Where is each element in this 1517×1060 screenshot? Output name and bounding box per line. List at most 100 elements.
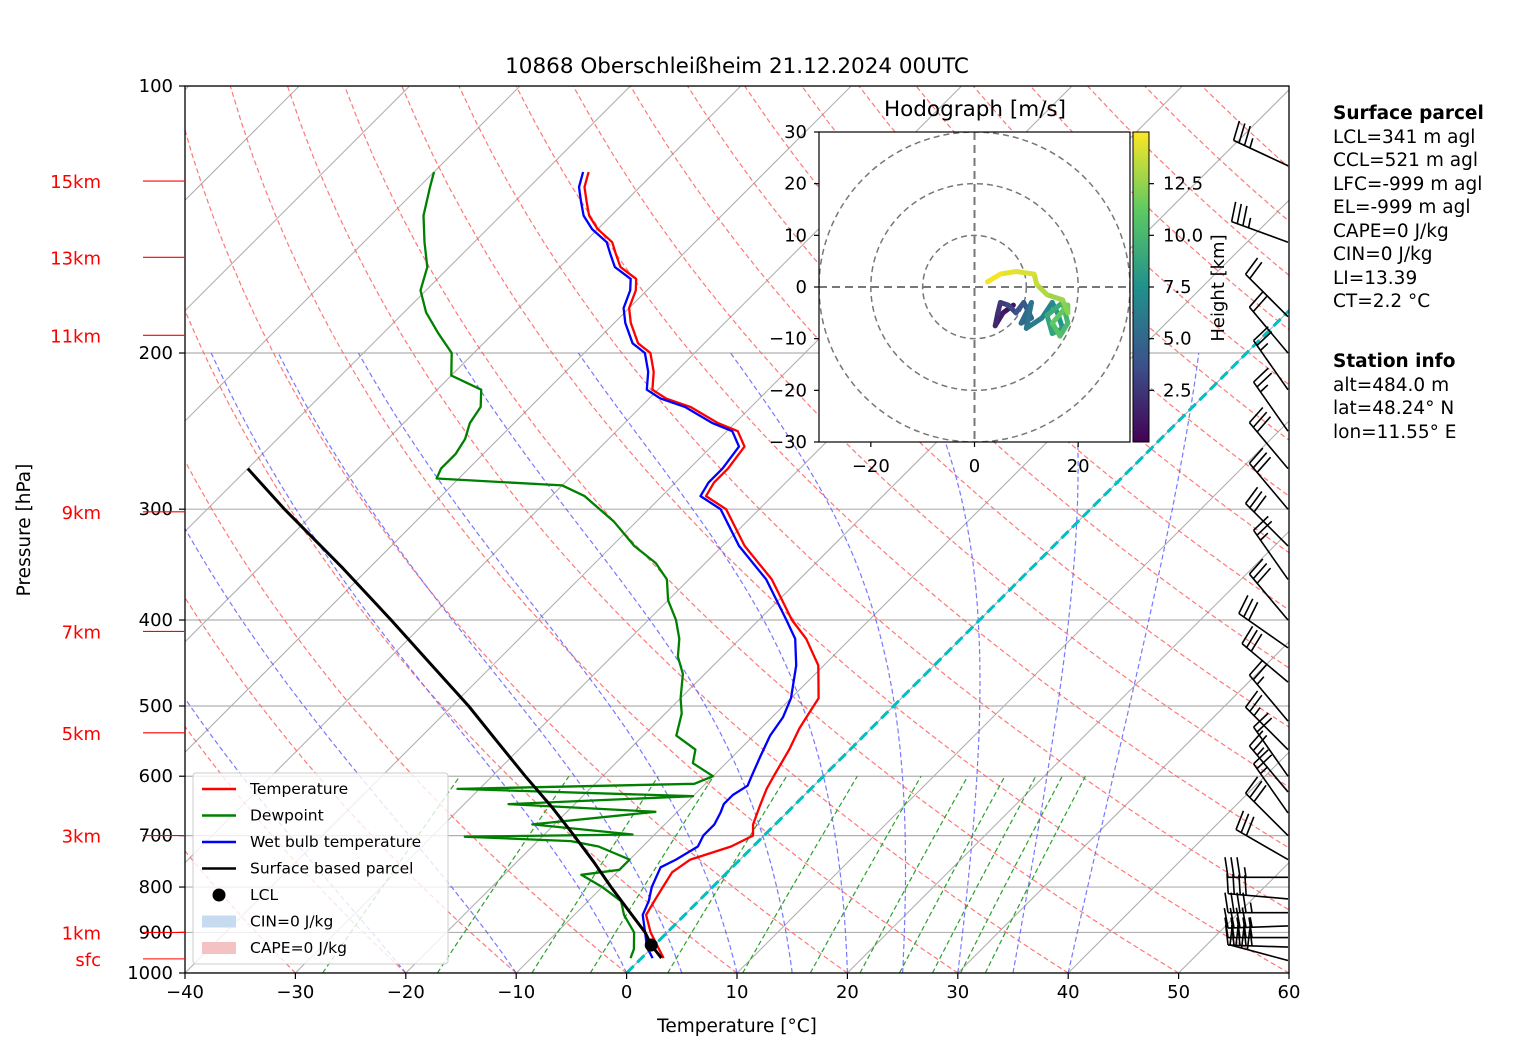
colorbar-tick-label: 12.5 xyxy=(1163,174,1203,195)
height-label: sfc xyxy=(75,950,101,971)
barb-flag xyxy=(1253,515,1269,531)
station-lat: lat=48.24° N xyxy=(1333,398,1455,419)
barb-flag xyxy=(1253,367,1269,383)
dry-adiabat xyxy=(915,86,1289,441)
wind-barb xyxy=(1252,367,1289,432)
legend-label: Wet bulb temperature xyxy=(250,833,421,851)
legend-item: Surface based parcel xyxy=(202,860,413,878)
height-label: 11km xyxy=(50,326,101,347)
legend-label: CIN=0 J/kg xyxy=(250,913,333,931)
dry-adiabat xyxy=(858,86,1289,497)
wind-barb xyxy=(1252,515,1289,580)
dry-adiabat xyxy=(185,596,517,973)
isotherm xyxy=(185,86,631,533)
moist-adiabat xyxy=(577,352,848,973)
hodograph-trace xyxy=(984,269,1071,339)
wind-barb xyxy=(1238,595,1289,649)
barb-flag xyxy=(1224,892,1229,913)
barb-flag xyxy=(1247,217,1252,228)
barb-flag xyxy=(1256,754,1273,770)
y-tick-label: 300 xyxy=(139,499,173,520)
barb-flag xyxy=(1253,784,1267,803)
hodograph-inset: −20 0 20 30 20 10 0 −10 −20 −30 Hodograph [m/s] 2… xyxy=(769,97,1229,477)
barb-flag xyxy=(1238,595,1249,614)
hodograph-ring xyxy=(921,234,1028,340)
barb-flag xyxy=(1235,907,1241,928)
wind-barb xyxy=(1244,776,1289,837)
wind-barb xyxy=(1244,486,1289,547)
hodograph-y-label: −10 xyxy=(769,329,807,350)
barb-flag xyxy=(1244,776,1259,794)
x-tick-label: 60 xyxy=(1278,982,1301,1003)
station-lon: lon=11.55° E xyxy=(1333,421,1457,443)
barb-flag xyxy=(1253,712,1269,728)
barb-flag xyxy=(1243,125,1251,146)
mixing-ratio-line xyxy=(531,775,659,973)
barb-staff xyxy=(1245,792,1289,837)
x-tick-label: −20 xyxy=(387,982,425,1003)
moist-adiabat xyxy=(455,352,793,973)
barb-staff xyxy=(1235,828,1289,861)
x-tick-label: 0 xyxy=(621,982,632,1003)
y-tick-label: 100 xyxy=(139,76,173,97)
barb-flag xyxy=(1248,291,1264,308)
hodograph-segment xyxy=(1044,292,1066,303)
colorbar-ticks: 2.5 5.0 7.5 10.0 12.5 xyxy=(1149,174,1203,401)
isotherm xyxy=(736,420,1289,973)
barb-flag xyxy=(1252,411,1268,428)
barb-staff xyxy=(1248,573,1289,621)
barb-flag xyxy=(1230,201,1237,222)
barb-flag xyxy=(1248,730,1264,747)
mixing-ratio-line xyxy=(960,775,1063,973)
barb-flag xyxy=(1248,558,1264,575)
wind-barb xyxy=(1244,690,1289,751)
colorbar-label: Height [km] xyxy=(1208,234,1229,341)
wet-bulb-line xyxy=(577,171,798,959)
height-label: 5km xyxy=(62,724,101,745)
parcel-li: LI=13.39 xyxy=(1333,267,1418,289)
barb-staff xyxy=(1228,892,1289,900)
barb-flag xyxy=(1247,601,1259,621)
chart-title: 10868 Oberschleißheim 21.12.2024 00UTC xyxy=(505,54,969,79)
x-tick-label: 50 xyxy=(1167,982,1190,1003)
height-label: 13km xyxy=(50,248,101,269)
hodograph-segment xyxy=(984,271,1003,285)
barb-staff xyxy=(1252,763,1289,814)
mixing-ratio-line xyxy=(589,775,715,973)
isotherm xyxy=(957,641,1289,973)
isotherm xyxy=(626,309,1289,973)
barb-staff xyxy=(1233,139,1289,167)
barb-flag xyxy=(1249,917,1253,928)
isotherm xyxy=(515,199,1289,973)
isotherm xyxy=(185,86,852,753)
wind-barb xyxy=(1248,406,1289,470)
hodograph-y-label: −30 xyxy=(769,432,807,453)
surface-parcel-panel: Surface parcel LCL=341 m agl CCL=521 m a… xyxy=(1333,102,1484,314)
hodograph-segment xyxy=(1044,312,1055,336)
legend-label: Surface based parcel xyxy=(250,860,413,878)
station-info-panel: Station info alt=484.0 m lat=48.24° N lo… xyxy=(1333,350,1456,444)
x-axis-label: Temperature [°C] xyxy=(656,1016,817,1037)
hodograph-segment xyxy=(1049,320,1063,339)
y-axis-label: Pressure [hPa] xyxy=(14,464,35,597)
barb-flag xyxy=(1245,629,1258,648)
legend-box xyxy=(192,772,449,965)
hodograph-y-label: 30 xyxy=(784,122,807,143)
height-label: 3km xyxy=(62,827,101,848)
barb-flag xyxy=(1249,780,1263,798)
hodograph-x-label: −20 xyxy=(852,456,890,477)
profile-lines xyxy=(246,171,820,960)
barb-staff xyxy=(1228,944,1289,948)
legend-item: LCL xyxy=(212,886,278,904)
barb-flag xyxy=(1256,330,1273,347)
x-tick-label: −30 xyxy=(276,982,314,1003)
wind-barb xyxy=(1248,730,1289,793)
barb-flag xyxy=(1253,326,1269,342)
barb-flag xyxy=(1259,384,1269,393)
wind-barb xyxy=(1241,625,1289,683)
barb-flag xyxy=(1223,908,1229,929)
moist-adiabat xyxy=(730,352,907,973)
barb-flag xyxy=(1252,295,1268,313)
moist-adiabat xyxy=(1067,352,1200,973)
